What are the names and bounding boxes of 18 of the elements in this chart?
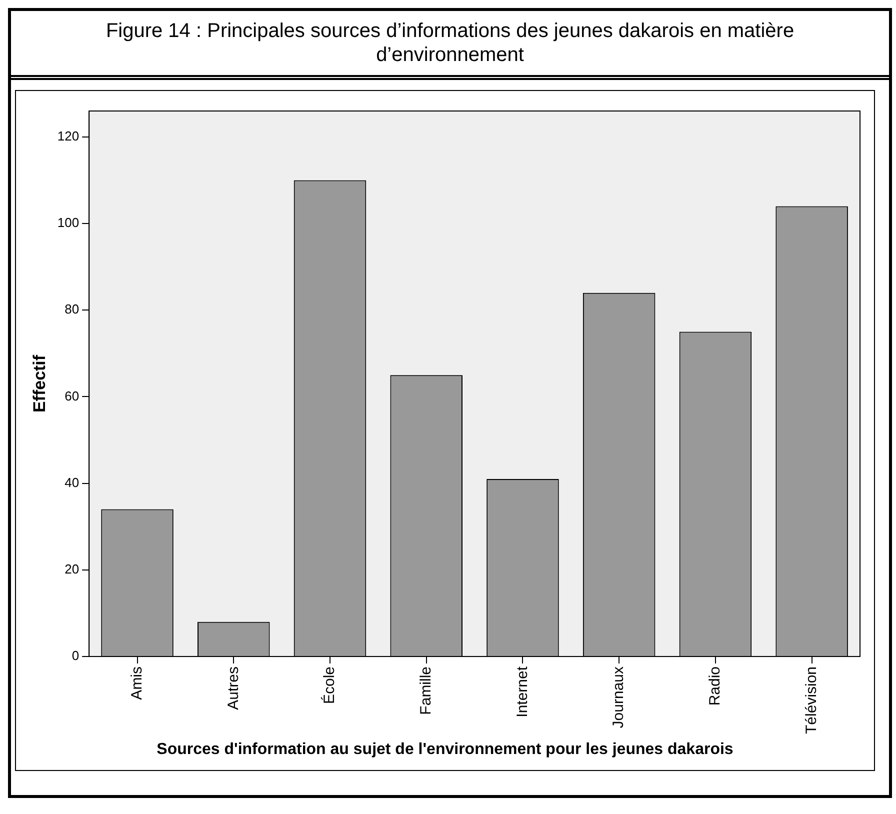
x-tick-label: Télévision	[802, 666, 820, 734]
x-axis-title: Sources d'information au sujet de l'environnement pour les jeunes dakarois	[156, 741, 734, 758]
y-tick-label: 60	[64, 388, 80, 404]
y-tick-label: 100	[57, 215, 80, 230]
y-tick-label: 0	[72, 648, 80, 664]
y-tick-label: 20	[64, 561, 80, 576]
y-axis-title: Effectif	[30, 354, 49, 413]
x-tick-label: Internet	[514, 666, 531, 718]
y-tick-label: 80	[64, 302, 80, 317]
x-tick-label: Radio	[706, 666, 724, 706]
y-tick-label: 120	[57, 128, 80, 144]
x-tick-label: Autres	[224, 666, 242, 710]
x-tick-label: Journaux	[610, 666, 628, 728]
x-tick-label: École	[320, 666, 338, 704]
y-tick-label: 40	[64, 474, 80, 490]
x-tick-label: Famille	[418, 666, 435, 715]
chart-title: Figure 14 : Principales sources d’informations des jeunes dakarois en matière d’environnement	[11, 11, 889, 80]
x-tick-label: Amis	[128, 666, 146, 700]
